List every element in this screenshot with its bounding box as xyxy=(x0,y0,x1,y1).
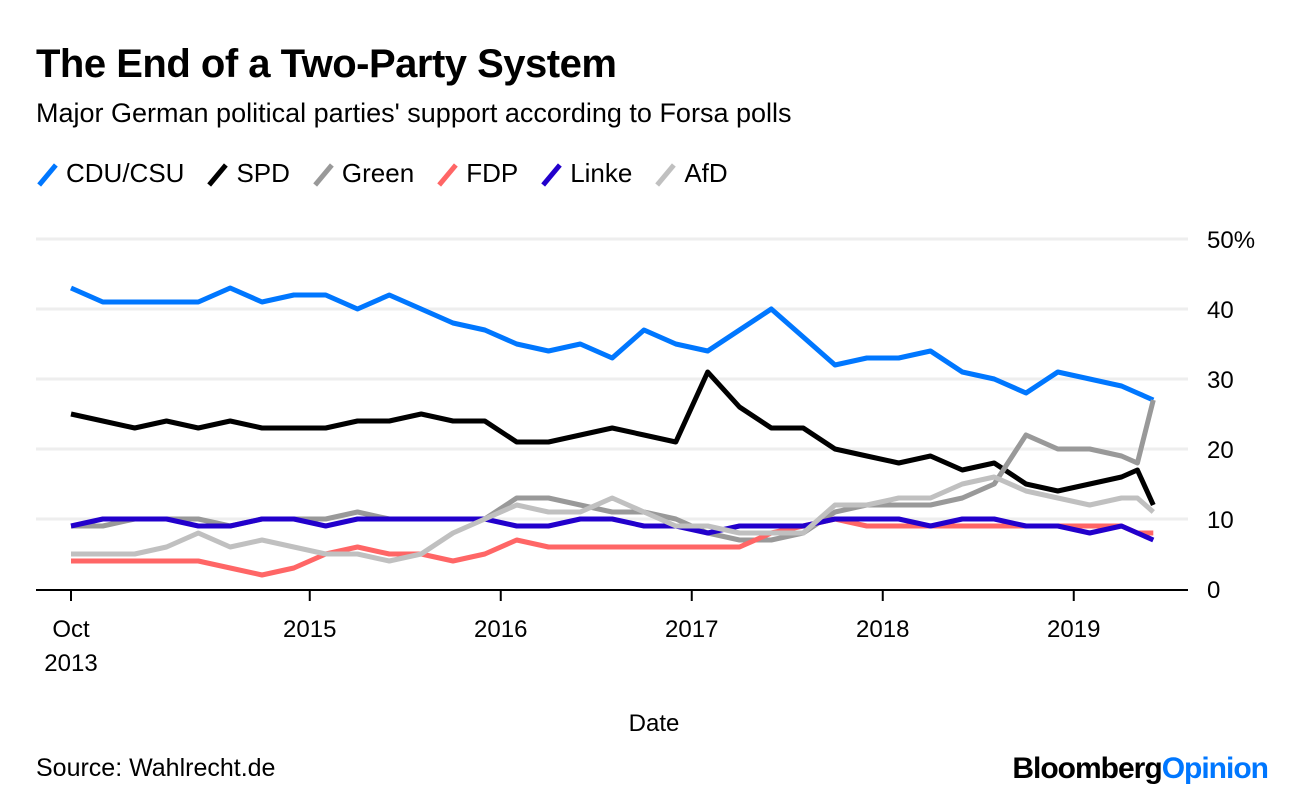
x-tick-label: 2019 xyxy=(1047,616,1100,643)
x-tick-label: 2015 xyxy=(283,616,336,643)
x-tick-label: 2018 xyxy=(856,616,909,643)
legend-label: AfD xyxy=(684,158,728,188)
legend-label: Linke xyxy=(570,158,633,188)
legend-item: AfD xyxy=(654,158,727,189)
legend-item: CDU/CSU xyxy=(36,158,184,189)
chart-title: The End of a Two-Party System xyxy=(36,42,617,86)
x-axis-label: Date xyxy=(629,710,680,737)
legend-label: Green xyxy=(341,158,415,188)
series-line-linke xyxy=(70,516,1155,543)
legend: CDU/CSU SPD Green FDP Linke AfD xyxy=(36,158,728,189)
series-line-spd xyxy=(70,369,1156,507)
y-tick-label: 50% xyxy=(1207,227,1255,254)
x-tick-label: 2013 xyxy=(44,650,97,677)
y-tick-label: 0 xyxy=(1207,577,1220,604)
series-line-fdp xyxy=(71,516,1154,578)
legend-label: FDP xyxy=(466,158,519,188)
chart-subtitle: Major German political parties' support … xyxy=(36,98,792,128)
legend-item: Linke xyxy=(540,158,632,189)
x-tick-label: Oct xyxy=(52,616,90,643)
source-note: Source: Wahlrecht.de xyxy=(36,754,276,782)
logo-part2: Opinion xyxy=(1161,752,1269,785)
y-tick-label: 40 xyxy=(1207,297,1234,324)
x-tick-label: 2017 xyxy=(665,616,718,643)
legend-label: SPD xyxy=(236,158,290,188)
legend-item: FDP xyxy=(436,158,518,189)
series-line-cducsu xyxy=(69,285,1155,403)
legend-label: CDU/CSU xyxy=(66,158,185,188)
legend-item: SPD xyxy=(206,158,289,189)
bloomberg-opinion-logo: BloombergOpinion xyxy=(1012,752,1269,786)
logo-part1: Bloomberg xyxy=(1012,752,1162,785)
y-tick-label: 10 xyxy=(1207,507,1234,534)
y-tick-label: 20 xyxy=(1207,437,1234,464)
legend-item: Green xyxy=(312,158,414,189)
x-tick-label: 2016 xyxy=(474,616,527,643)
series-line-afd xyxy=(71,474,1155,564)
y-tick-label: 30 xyxy=(1207,367,1234,394)
